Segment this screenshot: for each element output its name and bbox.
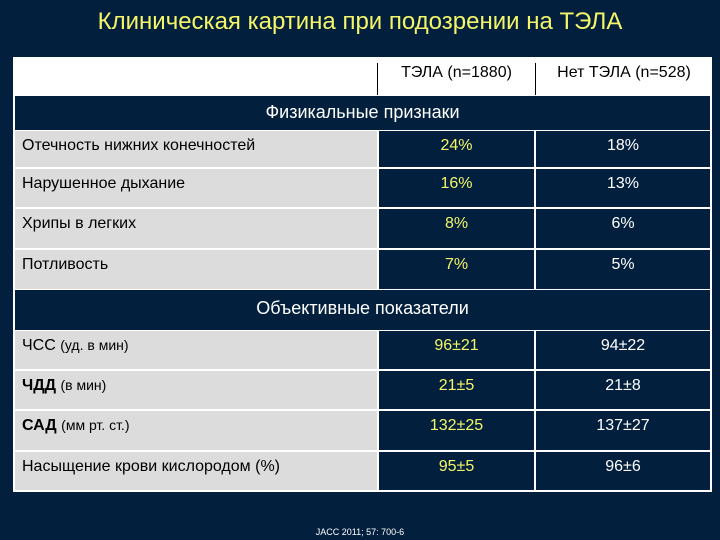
section-header-physical: Физикальные признаки — [15, 96, 710, 130]
row-label: ЧСС (уд. в мин) — [15, 331, 377, 369]
pe-value: 7% — [379, 250, 534, 289]
no-pe-value: 137±27 — [536, 411, 710, 450]
header-pe-label: ТЭЛА (n=1880) — [401, 64, 512, 81]
row-label-main: ЧДД — [22, 377, 57, 394]
row-label: Нарушенное дыхание — [15, 169, 377, 207]
row-label: Потливость — [15, 250, 377, 289]
row-label-main: ЧСС — [22, 337, 56, 354]
column-divider — [377, 63, 378, 95]
header-empty-cell — [13, 57, 377, 96]
table-row: ЧСС (уд. в мин) 96±21 94±22 — [15, 331, 710, 369]
pe-value: 96±21 — [379, 331, 534, 369]
pe-value: 16% — [379, 169, 534, 207]
no-pe-value: 96±6 — [536, 452, 710, 490]
citation: JACC 2011; 57: 700-6 — [315, 527, 405, 537]
row-label: ЧДД (в мин) — [15, 371, 377, 409]
table-row: САД (мм рт. ст.) 132±25 137±27 — [15, 411, 710, 450]
slide-title: Клиническая картина при подозрении на ТЭ… — [97, 8, 623, 35]
no-pe-value: 5% — [536, 250, 710, 289]
data-table: ТЭЛА (n=1880) Нет ТЭЛА (n=528) Физикальн… — [13, 57, 712, 492]
row-label-main: САД — [22, 417, 57, 434]
table-row: Отечность нижних конечностей 24% 18% — [15, 131, 710, 167]
row-label: САД (мм рт. ст.) — [15, 411, 377, 450]
row-label: Насыщение крови кислородом (%) — [15, 452, 377, 490]
column-divider — [535, 63, 536, 95]
header-no-pe-label: Нет ТЭЛА (n=528) — [557, 64, 691, 81]
table-row: Потливость 7% 5% — [15, 250, 710, 289]
pe-value: 95±5 — [379, 452, 534, 490]
no-pe-value: 94±22 — [536, 331, 710, 369]
no-pe-value: 13% — [536, 169, 710, 207]
pe-value: 8% — [379, 209, 534, 248]
no-pe-value: 18% — [536, 131, 710, 167]
header-no-pe: Нет ТЭЛА (n=528) — [536, 57, 712, 96]
table-row: Насыщение крови кислородом (%) 95±5 96±6 — [15, 452, 710, 490]
no-pe-value: 6% — [536, 209, 710, 248]
row-label: Отечность нижних конечностей — [15, 131, 377, 167]
row-label: Хрипы в легких — [15, 209, 377, 248]
row-label-unit: (уд. в мин) — [60, 337, 129, 353]
row-label-unit: (в мин) — [60, 377, 107, 393]
pe-value: 24% — [379, 131, 534, 167]
table-row: Нарушенное дыхание 16% 13% — [15, 169, 710, 207]
row-label-unit: (мм рт. ст.) — [61, 417, 130, 433]
pe-value: 132±25 — [379, 411, 534, 450]
table-row: ЧДД (в мин) 21±5 21±8 — [15, 371, 710, 409]
no-pe-value: 21±8 — [536, 371, 710, 409]
table-row: Хрипы в легких 8% 6% — [15, 209, 710, 248]
pe-value: 21±5 — [379, 371, 534, 409]
header-pe: ТЭЛА (n=1880) — [378, 57, 535, 96]
section-header-objective: Объективные показатели — [15, 290, 710, 330]
